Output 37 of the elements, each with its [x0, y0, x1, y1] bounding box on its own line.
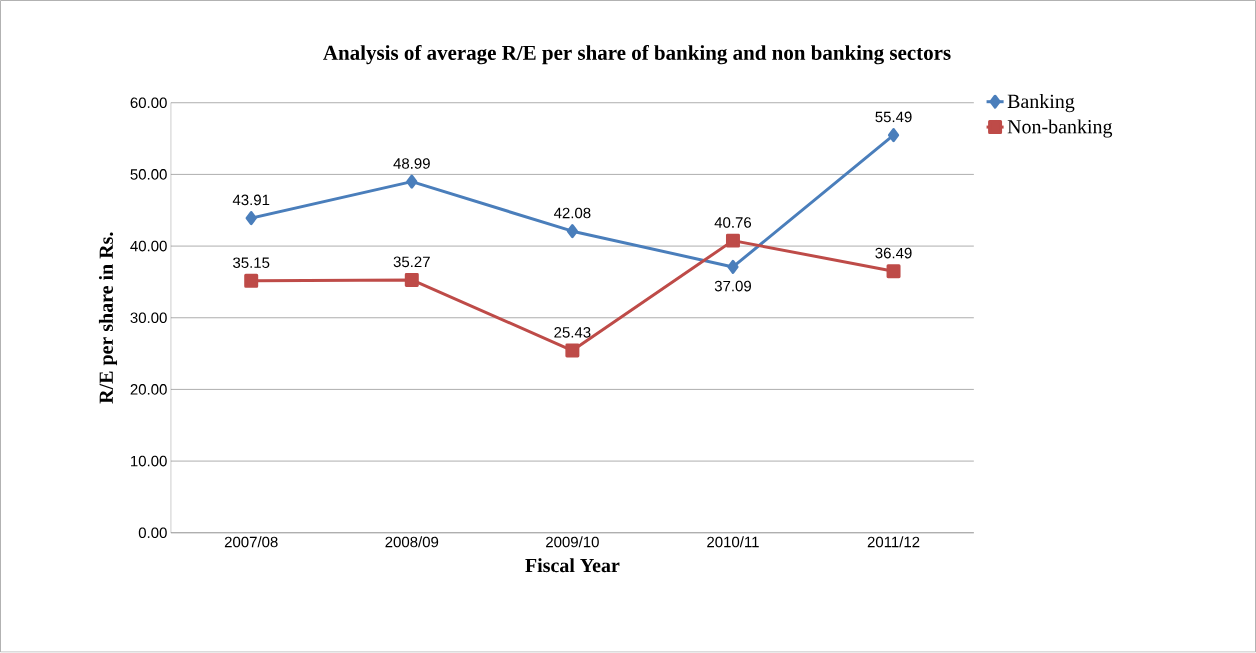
point: [725, 233, 740, 248]
y-tick-label: 0.00: [138, 527, 167, 539]
point: [404, 273, 419, 288]
x-axis-title: Fiscal Year: [525, 558, 620, 573]
data-label: 35.15: [233, 257, 270, 269]
y-tick-label: 10.00: [131, 456, 167, 467]
y-axis-title: R/E per share in Rs.: [98, 232, 118, 404]
chart-title: Analysis of average R/E per share of banking and non banking sectors: [323, 45, 951, 65]
legend-label: Banking: [1007, 94, 1075, 113]
point: [886, 264, 901, 279]
data-label: 40.76: [714, 217, 752, 228]
point: [727, 260, 739, 275]
x-tick-label: 2007/08: [224, 536, 278, 548]
x-tick-label: 2009/10: [546, 536, 599, 548]
x-tick-label: 2010/11: [707, 536, 759, 548]
data-label: 35.27: [393, 256, 430, 268]
point: [566, 224, 578, 239]
point: [406, 174, 418, 189]
x-tick-label: 2011/12: [867, 536, 920, 548]
data-label: 55.49: [875, 111, 912, 123]
point: [887, 128, 900, 143]
data-label: 37.09: [714, 281, 751, 292]
data-label: 36.49: [875, 248, 912, 259]
y-tick-label: 30.00: [130, 312, 167, 324]
point: [245, 211, 257, 226]
legend-label: Non-banking: [1007, 119, 1113, 138]
data-label: 25.43: [554, 327, 591, 338]
data-label: 43.91: [232, 194, 270, 206]
x-tick-label: 2008/09: [385, 536, 439, 548]
data-label: 42.08: [553, 207, 591, 219]
y-tick-label: 50.00: [130, 169, 167, 180]
y-tick-label: 40.00: [130, 240, 167, 252]
y-tick-label: 20.00: [130, 384, 167, 395]
point: [565, 343, 580, 358]
point: [244, 274, 259, 289]
data-label: 48.99: [393, 158, 430, 170]
y-tick-label: 60.00: [130, 97, 167, 109]
